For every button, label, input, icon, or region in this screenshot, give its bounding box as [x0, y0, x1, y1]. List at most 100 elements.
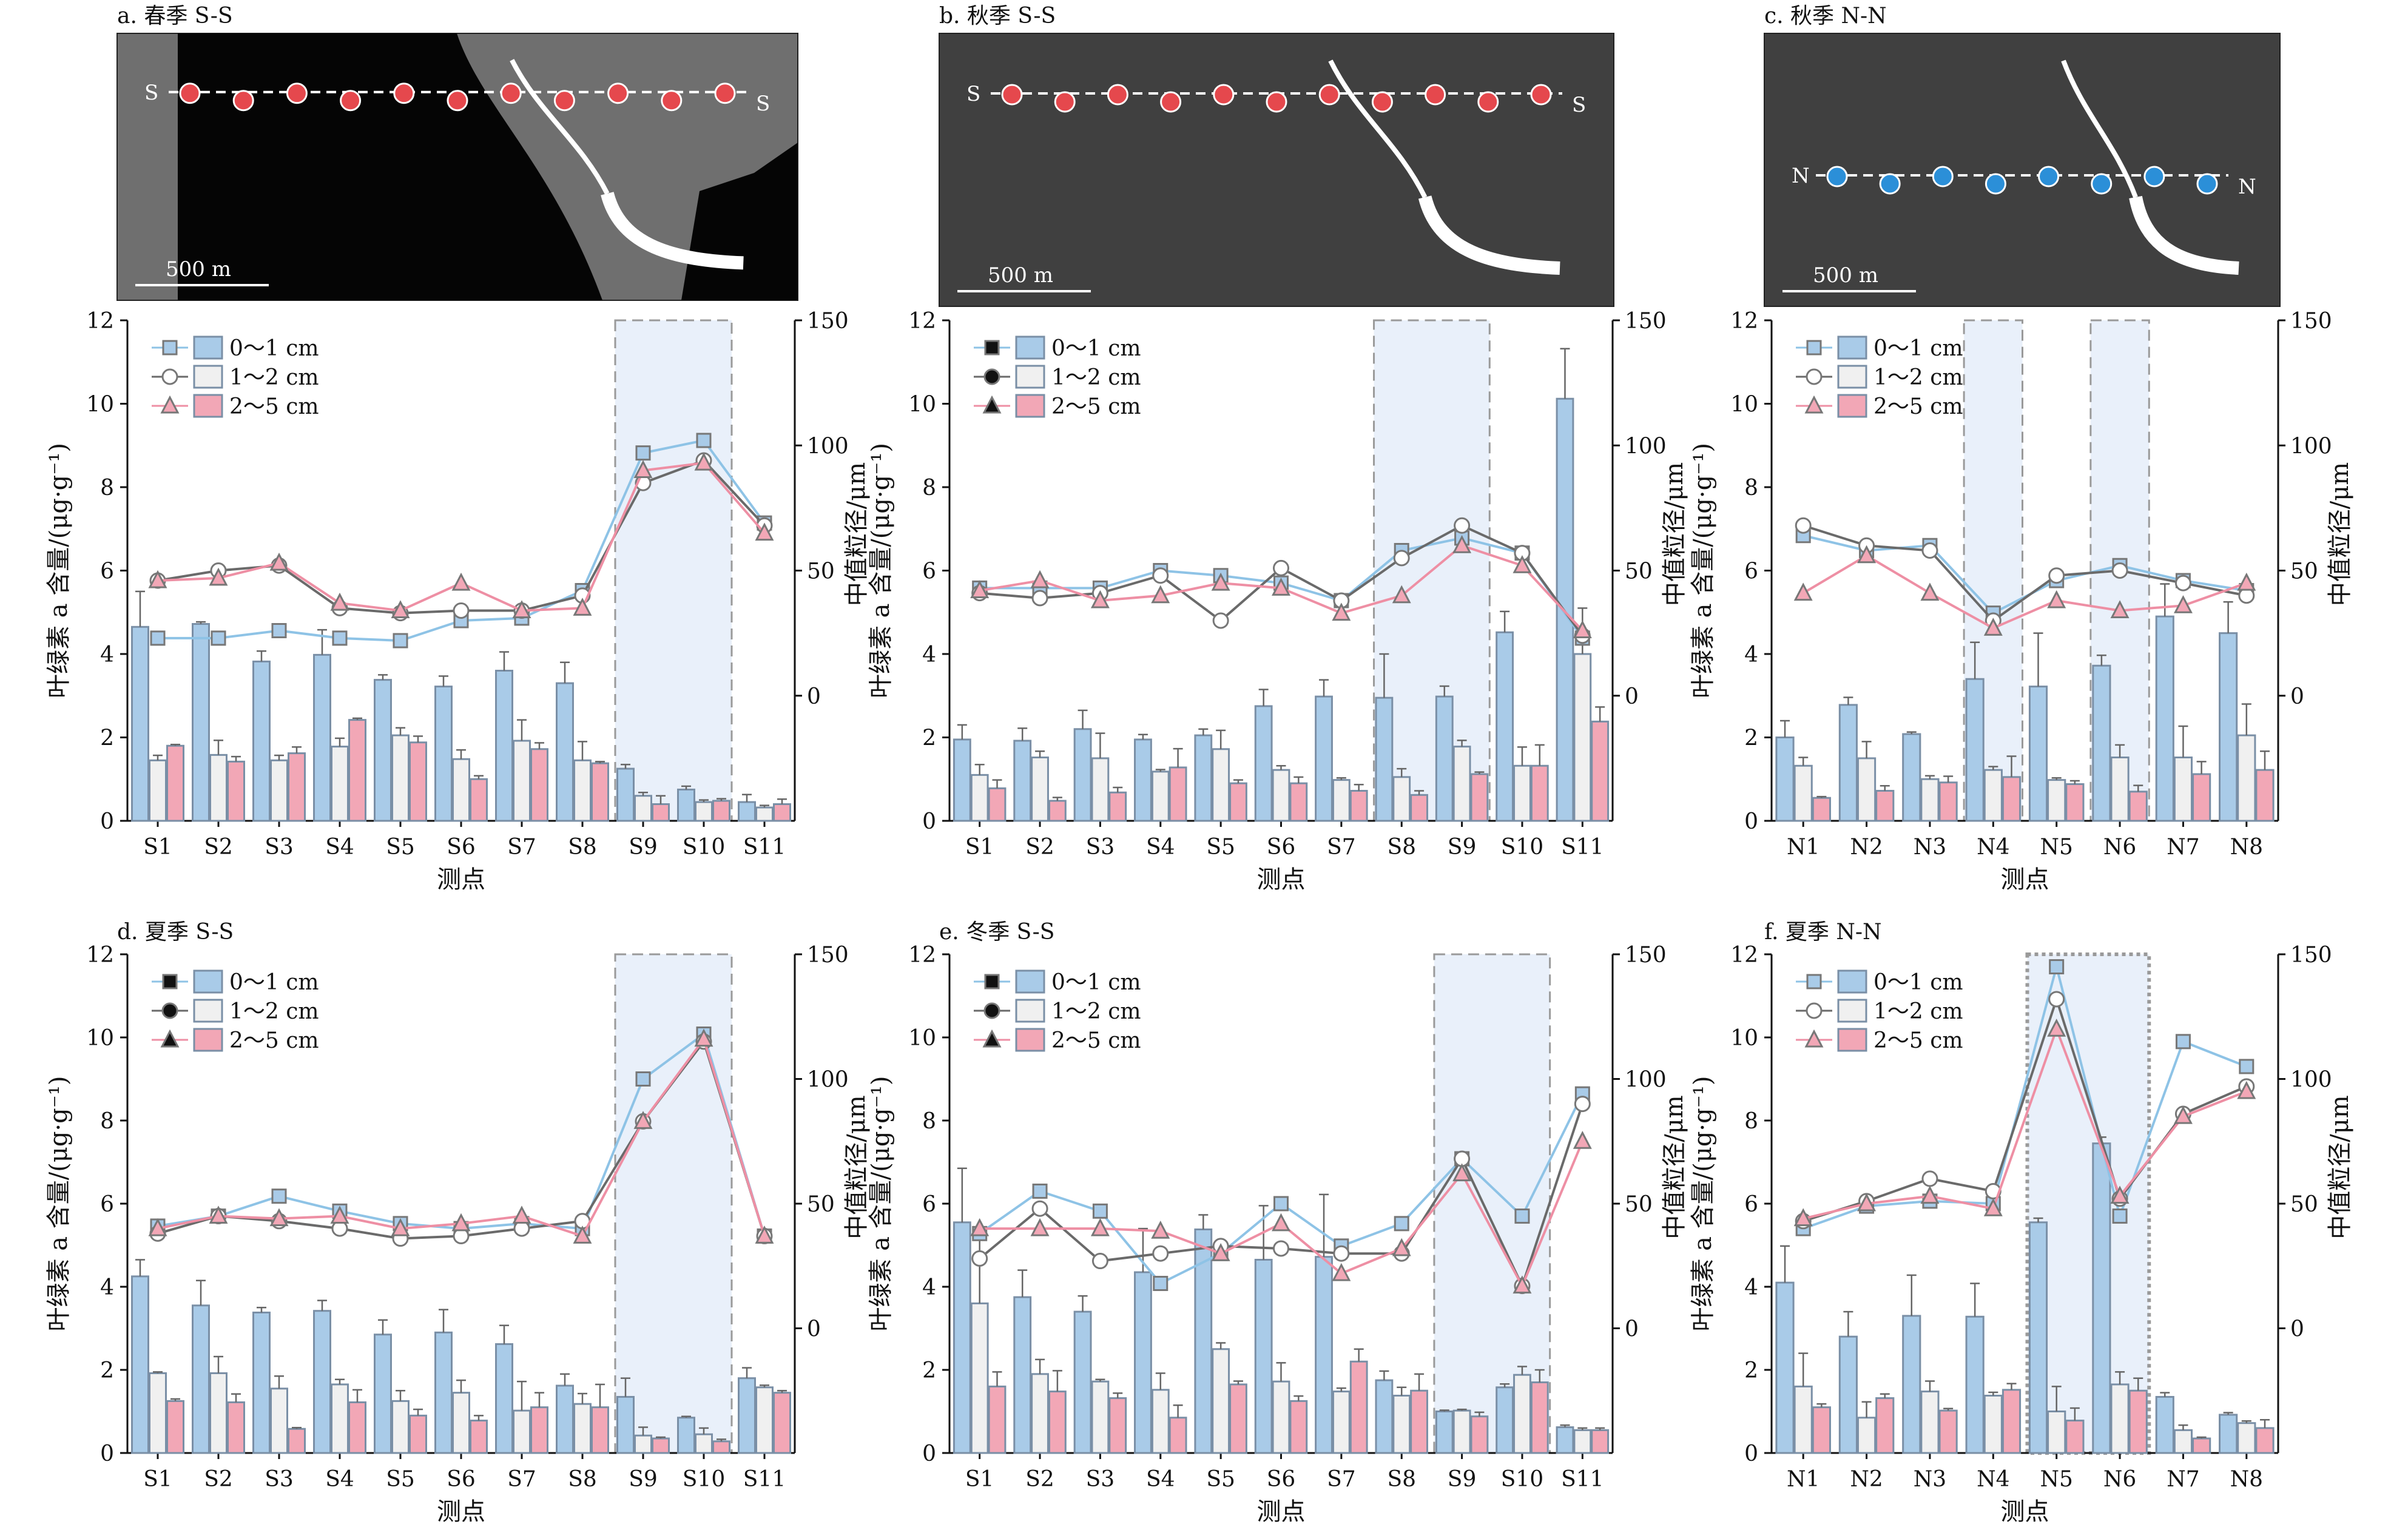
y-axis-label: 叶绿素 a 含量/(μg·g⁻¹): [1689, 1076, 1717, 1331]
y2-tick-label: 50: [807, 1192, 835, 1217]
bar: [712, 1440, 730, 1454]
legend-swatch: [1015, 365, 1045, 389]
highlight-band: [614, 319, 733, 822]
bar: [288, 1428, 306, 1454]
x-tick-label: S1: [143, 835, 172, 860]
line-point: [1454, 517, 1471, 534]
transect-end-label: S: [756, 92, 770, 116]
bar: [1169, 1417, 1187, 1454]
y-tick-label: 4: [1744, 642, 1758, 667]
bar: [1530, 1381, 1549, 1454]
transect-start-label: S: [966, 82, 980, 106]
x-tick-label: N7: [2167, 1467, 2199, 1492]
bar: [695, 1433, 713, 1454]
bar: [1875, 790, 1895, 822]
sampling-point: [607, 83, 629, 104]
line-point: [1920, 1185, 1940, 1204]
bar: [530, 1406, 548, 1454]
x-tick-label: N8: [2230, 835, 2263, 860]
line-point: [1152, 1245, 1169, 1262]
legend-marker: [1804, 395, 1824, 414]
line-point: [391, 1218, 410, 1236]
bar: [2237, 734, 2256, 822]
x-tick-label: S2: [1025, 835, 1054, 860]
legend-swatch: [1015, 999, 1045, 1023]
bar: [573, 1403, 592, 1454]
bar: [773, 1392, 791, 1454]
bar: [1349, 1360, 1368, 1454]
x-tick-label: N1: [1787, 835, 1819, 860]
y2-tick-label: 100: [2290, 1068, 2332, 1093]
x-tick-label: N6: [2103, 1467, 2136, 1492]
x-axis-label: 测点: [437, 1498, 485, 1526]
bar: [652, 803, 670, 822]
legend-label: 1～2 cm: [229, 365, 319, 390]
bar: [556, 682, 574, 822]
line-point: [2173, 595, 2193, 613]
y-tick-label: 0: [100, 809, 114, 834]
line-point: [633, 460, 653, 478]
line-point: [1795, 517, 1812, 534]
line-point: [694, 1028, 713, 1047]
y2-axis-label: 中值粒径/μm: [1661, 462, 1688, 606]
x-tick-label: S7: [1327, 835, 1356, 860]
x-tick-label: S9: [629, 1467, 658, 1492]
bar: [374, 679, 392, 822]
x-tick-label: S5: [386, 835, 415, 860]
y-axis-label: 叶绿素 a 含量/(μg·g⁻¹): [867, 1076, 895, 1331]
x-tick-label: N5: [2040, 835, 2072, 860]
map-image: N N 500 m: [1764, 33, 2281, 307]
sampling-point: [1530, 84, 1552, 106]
line-point: [2174, 575, 2191, 592]
line-point: [1574, 1096, 1591, 1113]
bar: [149, 1372, 167, 1454]
bar: [2192, 1437, 2211, 1454]
legend-swatch: [193, 1028, 223, 1052]
map-channel: [1328, 59, 1428, 198]
x-tick-label: S11: [743, 835, 786, 860]
line-point: [330, 592, 349, 611]
bar: [677, 788, 695, 822]
y-tick-label: 10: [908, 1026, 936, 1051]
y-tick-label: 0: [100, 1441, 114, 1466]
line-point: [1153, 1276, 1169, 1292]
y2-tick-label: 150: [2290, 309, 2332, 334]
map-image: S S 500 m: [116, 33, 798, 301]
x-tick-label: S7: [507, 835, 536, 860]
x-tick-label: S3: [265, 1467, 294, 1492]
y-tick-label: 8: [922, 1109, 936, 1134]
highlight-band: [614, 953, 733, 1454]
x-tick-label: S2: [1025, 1467, 1054, 1492]
y-tick-label: 4: [1744, 1275, 1758, 1300]
bar: [209, 753, 228, 822]
bar: [712, 800, 730, 822]
bar: [2065, 783, 2085, 822]
bar: [2028, 686, 2048, 822]
bar: [1938, 781, 1958, 822]
x-tick-label: N4: [1977, 1467, 2009, 1492]
bar: [1031, 1373, 1049, 1454]
line-point: [1211, 572, 1230, 591]
x-tick-label: S8: [568, 1467, 597, 1492]
bar: [348, 1401, 366, 1454]
line-point: [1857, 1193, 1877, 1212]
x-axis-label: 测点: [2001, 866, 2049, 894]
x-tick-label: S3: [1086, 1467, 1115, 1492]
line-point: [1513, 1275, 1532, 1294]
line-point: [755, 522, 774, 541]
legend-marker: [1806, 368, 1823, 385]
map-image: S S 500 m: [939, 33, 1614, 307]
x-tick-label: S9: [1448, 835, 1477, 860]
x-tick-label: S9: [1448, 1467, 1477, 1492]
bar: [313, 653, 331, 822]
line-point: [271, 623, 287, 638]
legend-swatch: [1837, 999, 1867, 1023]
legend-label: 2～5 cm: [229, 1028, 319, 1053]
x-tick-label: S10: [683, 835, 725, 860]
legend-swatch: [193, 999, 223, 1023]
y-tick-label: 6: [922, 1192, 936, 1217]
y2-tick-label: 150: [807, 309, 849, 334]
bar: [1938, 1409, 1958, 1454]
line-point: [1573, 620, 1592, 638]
line-point: [1793, 1208, 1813, 1227]
